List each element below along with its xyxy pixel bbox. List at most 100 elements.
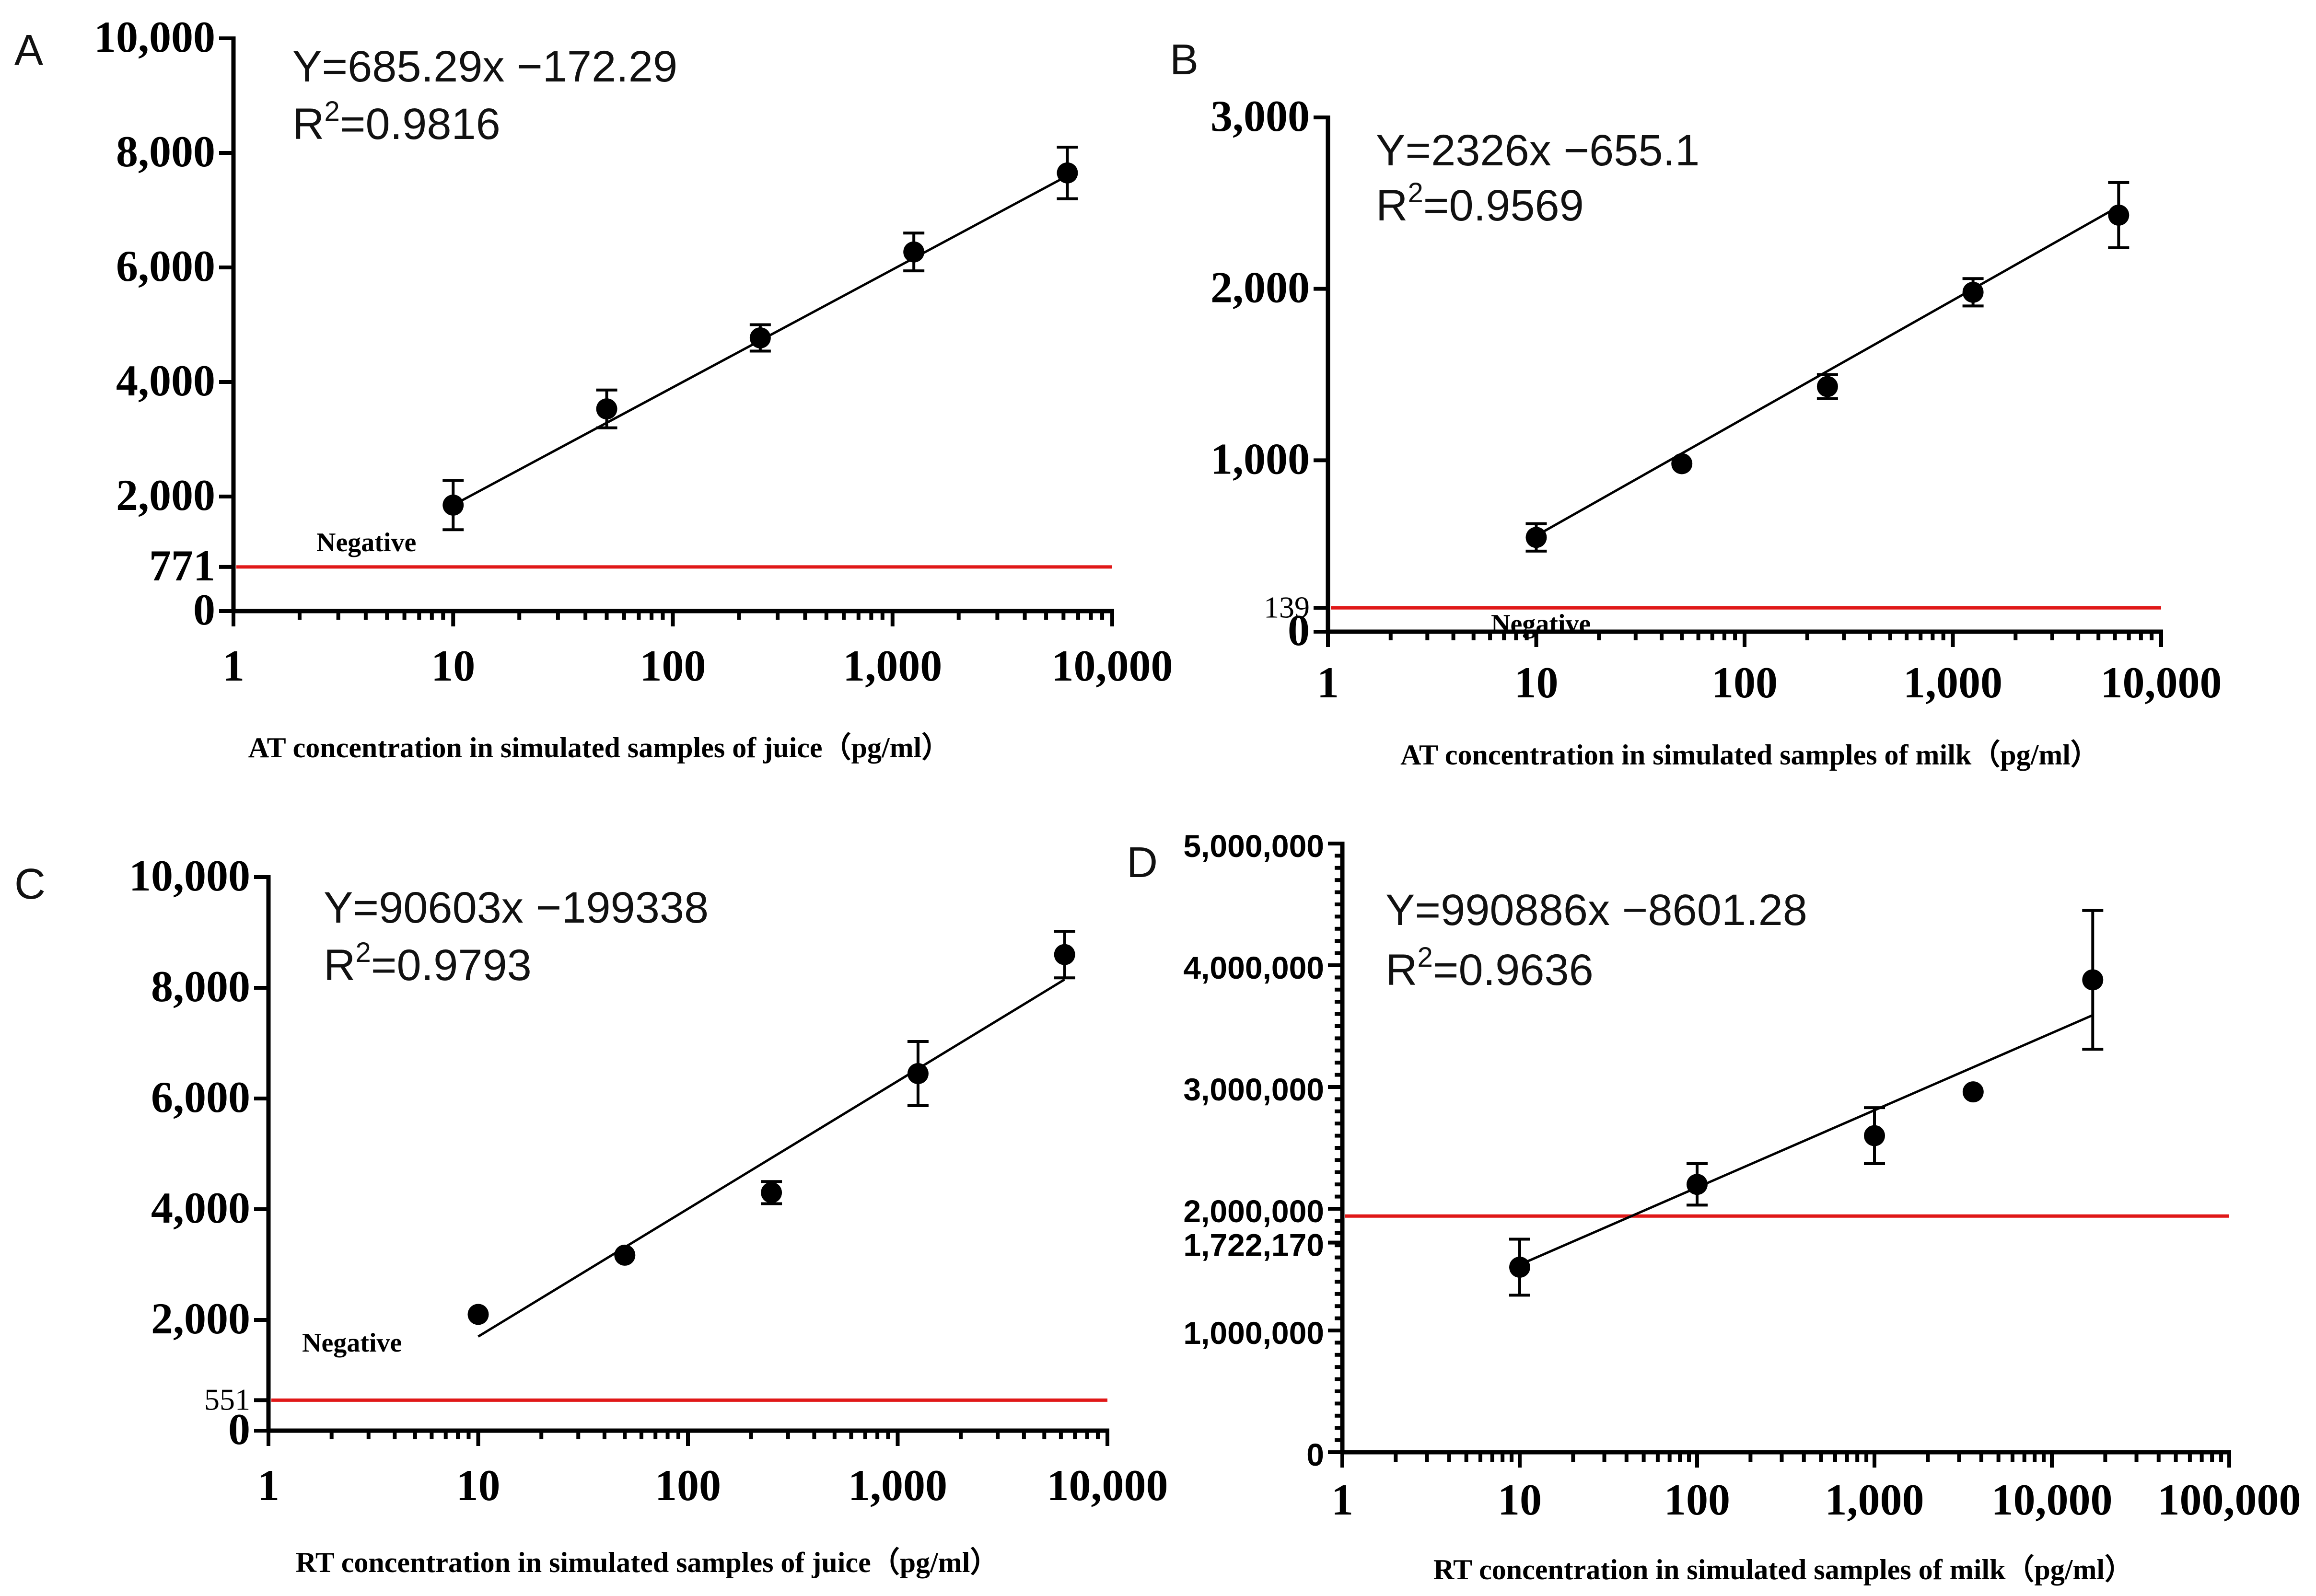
x-axis-label: AT concentration in simulated samples of… <box>248 731 950 763</box>
y-tick-label: 0 <box>228 1405 250 1454</box>
y-tick-label: 4,000,000 <box>1183 950 1324 985</box>
x-tick-label: 100,000 <box>2158 1475 2301 1524</box>
y-tick-label: 771 <box>149 541 215 590</box>
data-point <box>1057 162 1078 184</box>
x-tick-label: 100 <box>1711 658 1778 707</box>
y-tick-label: 4,000 <box>116 356 215 405</box>
fit-line <box>1519 1014 2094 1266</box>
panel-letter: A <box>14 26 43 74</box>
fit-equation: Y=685.29x −172.29 <box>292 42 677 91</box>
data-point <box>1509 1256 1530 1278</box>
data-point <box>2108 204 2130 226</box>
y-tick-label: 3,000 <box>1210 92 1310 140</box>
x-tick-label: 10 <box>456 1461 500 1510</box>
r-squared: R2=0.9793 <box>324 937 532 990</box>
y-tick-label: 8,000 <box>151 962 250 1011</box>
data-point <box>1525 527 1547 548</box>
x-tick-label: 100 <box>640 641 706 690</box>
r-squared-superscript: 2 <box>324 96 339 127</box>
r-squared-prefix: R <box>1376 181 1408 230</box>
x-axis-label: RT concentration in simulated samples of… <box>1433 1553 2133 1585</box>
r-squared-value: =0.9816 <box>340 100 500 149</box>
x-tick-label: 10 <box>431 641 475 690</box>
x-tick-label: 10,000 <box>1047 1461 1168 1510</box>
r-squared-value: =0.9569 <box>1423 181 1584 230</box>
r-squared-value: =0.9636 <box>1433 946 1594 995</box>
x-tick-label: 10,000 <box>2101 658 2222 707</box>
y-tick-label: 6,000 <box>116 242 215 290</box>
negative-label: Negative <box>1491 609 1591 639</box>
y-tick-label: 2,000 <box>1210 263 1310 312</box>
r-squared-prefix: R <box>324 941 355 990</box>
fit-equation: Y=90603x −199338 <box>324 883 709 932</box>
x-tick-label: 10,000 <box>1991 1475 2113 1524</box>
x-tick-label: 1 <box>1331 1475 1353 1524</box>
x-tick-label: 1,000 <box>843 641 942 690</box>
panel-letter: C <box>14 860 46 908</box>
y-tick-label: 8,000 <box>116 127 215 176</box>
data-point <box>1962 1081 1984 1103</box>
data-point <box>903 241 925 263</box>
r-squared-superscript: 2 <box>1408 177 1423 208</box>
r-squared-superscript: 2 <box>355 937 371 968</box>
fit-equation: Y=990886x −8601.28 <box>1385 886 1807 935</box>
y-tick-label: 5,000,000 <box>1183 828 1324 864</box>
fit-line <box>477 978 1065 1338</box>
y-tick-label: 6,000 <box>151 1073 250 1122</box>
x-tick-label: 1,000 <box>1903 658 2002 707</box>
x-axis-label: RT concentration in simulated samples of… <box>296 1546 999 1578</box>
x-tick-label: 1,000 <box>848 1461 947 1510</box>
x-tick-label: 100 <box>655 1461 721 1510</box>
y-tick-label: 1,722,170 <box>1183 1227 1324 1263</box>
y-tick-label: 0 <box>193 585 215 634</box>
data-point <box>442 494 464 516</box>
r-squared: R2=0.9816 <box>292 96 500 149</box>
x-axis-label: AT concentration in simulated samples of… <box>1400 739 2099 771</box>
y-tick-label: 3,000,000 <box>1183 1072 1324 1107</box>
r-squared-value: =0.9793 <box>371 941 532 990</box>
x-tick-label: 1,000 <box>1825 1475 1924 1524</box>
x-tick-label: 1 <box>1317 658 1339 707</box>
r-squared: R2=0.9569 <box>1376 177 1584 230</box>
y-tick-label: 10,000 <box>94 12 215 61</box>
panel-letter: D <box>1127 839 1158 887</box>
y-tick-label: 2,000 <box>116 471 215 520</box>
x-tick-label: 100 <box>1664 1475 1730 1524</box>
x-tick-label: 10 <box>1514 658 1559 707</box>
data-point <box>1864 1125 1885 1146</box>
negative-label: Negative <box>316 528 416 557</box>
data-point <box>2082 969 2104 991</box>
chart-panel-d: D 1 10 100 1,000 10,000 100,000 0 1,000,000 1,722… <box>1127 828 2301 1585</box>
y-tick-label: 1,000 <box>1210 434 1310 483</box>
data-point <box>1687 1174 1708 1195</box>
y-tick-label: 2,000 <box>151 1294 250 1343</box>
y-tick-label: 10,000 <box>129 851 250 900</box>
panel-letter: B <box>1170 36 1199 84</box>
y-tick-label: 2,000,000 <box>1183 1193 1324 1229</box>
data-point <box>467 1304 489 1325</box>
data-point <box>614 1244 636 1266</box>
x-tick-label: 10 <box>1498 1475 1542 1524</box>
y-tick-label: 4,000 <box>151 1183 250 1232</box>
data-point <box>1671 453 1693 474</box>
data-point <box>907 1063 929 1085</box>
data-point <box>1816 376 1838 397</box>
y-tick-label: 0 <box>1288 606 1310 655</box>
y-tick-label: 551 <box>204 1382 250 1416</box>
x-tick-label: 10,000 <box>1052 641 1173 690</box>
data-point <box>1054 944 1075 965</box>
negative-label: Negative <box>302 1328 402 1358</box>
x-tick-label: 1 <box>257 1461 279 1510</box>
y-tick-label: 1,000,000 <box>1183 1315 1324 1351</box>
r-squared-prefix: R <box>1385 946 1417 995</box>
y-tick-label: 139 <box>1264 590 1310 624</box>
y-tick-label: 0 <box>1306 1437 1324 1472</box>
data-point <box>1962 281 1984 303</box>
data-point <box>596 398 617 420</box>
fit-line <box>1536 205 2119 537</box>
x-tick-label: 1 <box>222 641 244 690</box>
r-squared-superscript: 2 <box>1417 942 1432 973</box>
